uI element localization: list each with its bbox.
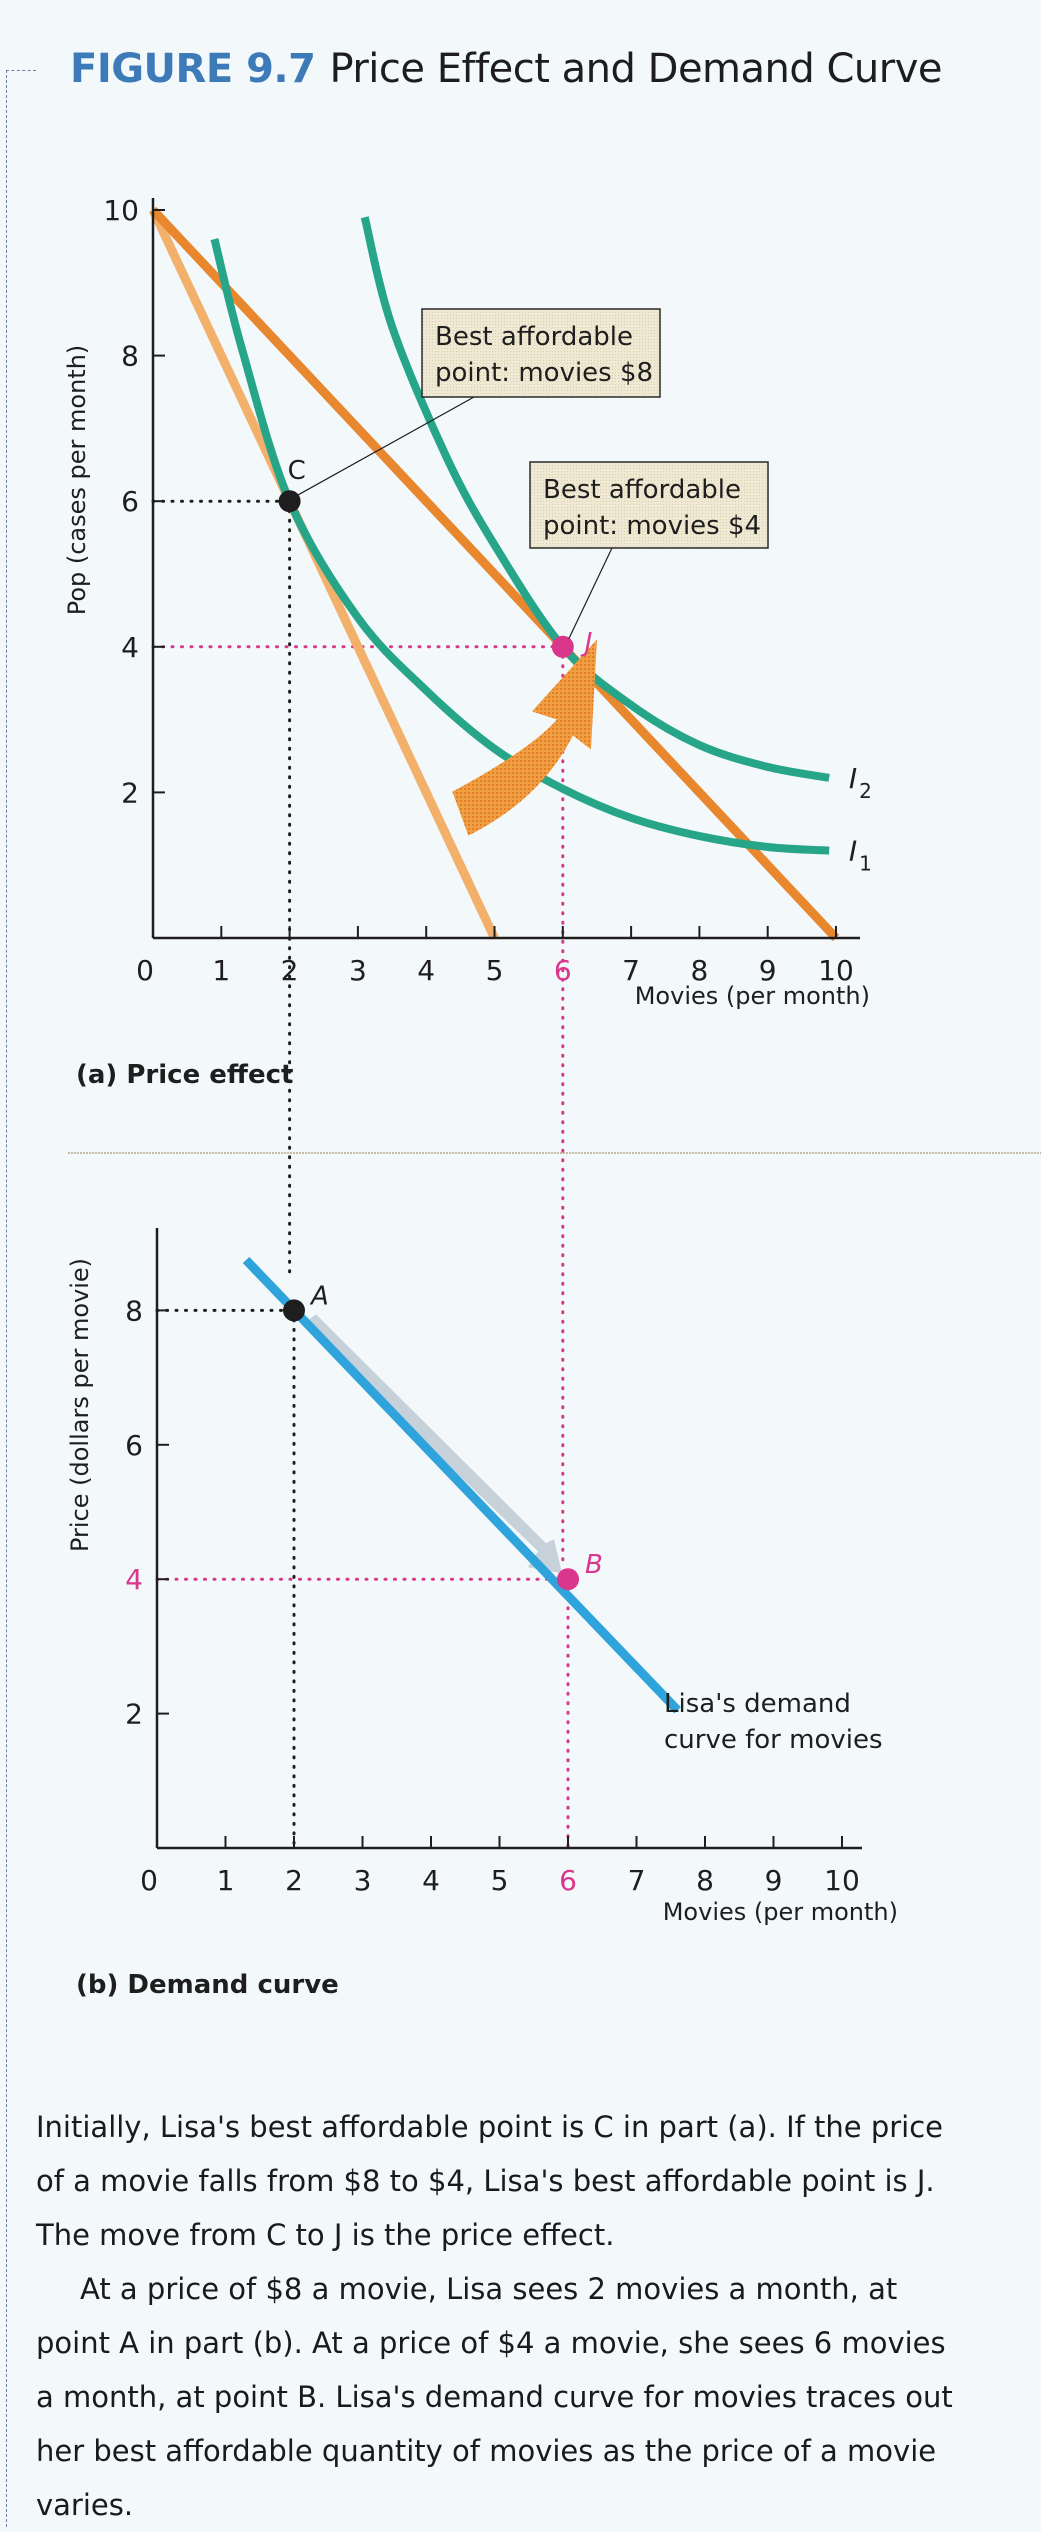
guide-lines [155, 1308, 570, 1850]
point-C [278, 490, 301, 513]
point-label-J: J [580, 628, 593, 658]
x-tick-label: 1 [212, 954, 230, 987]
point-label-C: C [288, 456, 306, 486]
callout-line-2: point: movies $4 [543, 511, 761, 541]
x-tick-label: 8 [696, 1864, 714, 1897]
panel-price-effect: I 2 I 1 C J 0 1 2 3 4 5 6 7 8 9 10 2 4 6 8 10 Best affordab… [63, 194, 872, 1562]
axes: 0 1 2 3 4 5 6 7 8 9 10 2 4 6 8 [125, 1228, 862, 1897]
indifference-curve-i1 [210, 238, 830, 855]
x-tick-label: 8 [690, 954, 708, 987]
x-tick-label: 1 [217, 1864, 235, 1897]
callout-box [529, 461, 769, 549]
panel-label: (b) Demand curve [76, 1970, 339, 2000]
x-tick-label: 6 [559, 1864, 577, 1897]
demand-curve-line [242, 1256, 681, 1714]
callout-line-1: Best affordable [543, 475, 741, 505]
points-group: AB [283, 1281, 603, 1591]
figure-border-left [6, 70, 7, 2527]
point-label-B: B [585, 1550, 603, 1580]
x-tick-label: 5 [486, 954, 504, 987]
y-tick-label: 4 [121, 631, 139, 664]
arrow-shape [452, 639, 597, 836]
point-B [557, 1568, 579, 1591]
point-A [283, 1299, 305, 1322]
y-tick-label: 10 [103, 194, 139, 227]
x-tick-label: 3 [349, 954, 367, 987]
indifference-curve-i2 [360, 216, 830, 782]
panel-label: (a) Price effect [76, 1060, 293, 1090]
callout-leader-line [568, 547, 613, 640]
callout-line-1: Best affordable [435, 322, 633, 352]
y-axis-title: Pop (cases per month) [63, 345, 91, 616]
demand-curve-label-line2: curve for movies [664, 1725, 883, 1755]
y-tick-label: 8 [125, 1294, 143, 1327]
x-tick-label: 9 [765, 1864, 783, 1897]
x-axis-title: Movies (per month) [635, 982, 870, 1010]
x-tick-label: 7 [622, 954, 640, 987]
x-tick-label: 9 [759, 954, 777, 987]
series-group: I 2 I 1 [148, 206, 872, 942]
callout-leader-line [297, 396, 475, 496]
x-tick-label: 4 [417, 954, 435, 987]
point-label-A: A [309, 1281, 329, 1311]
x-tick-label: 0 [140, 1864, 158, 1897]
callout-movies-4: Best affordable point: movies $4 [529, 461, 769, 640]
figure-name: Price Effect and Demand Curve [329, 46, 942, 92]
caption-paragraph-2: At a price of $8 a movie, Lisa sees 2 mo… [36, 2272, 953, 2522]
figure-title: FIGURE 9.7 Price Effect and Demand Curve [70, 46, 942, 92]
x-tick-label: 10 [818, 954, 854, 987]
y-axis-title: Price (dollars per movie) [66, 1258, 94, 1552]
movement-arrow [302, 1314, 562, 1574]
caption-paragraph-1: Initially, Lisa's best affordable point … [36, 2110, 944, 2252]
y-tick-label: 4 [125, 1563, 143, 1596]
y-tick-label: 2 [125, 1698, 143, 1731]
x-tick-label: 10 [824, 1864, 860, 1897]
y-tick-label: 2 [121, 776, 139, 809]
budget-line-movies-4 [149, 206, 840, 942]
guide-lines [151, 499, 565, 1562]
x-tick-label: 3 [354, 1864, 372, 1897]
y-tick-label: 6 [125, 1429, 143, 1462]
point-J [551, 635, 574, 658]
x-tick-label: 4 [422, 1864, 440, 1897]
figure-caption: Initially, Lisa's best affordable point … [36, 2100, 966, 2532]
axes: 0 1 2 3 4 5 6 7 8 9 10 2 4 6 8 10 [103, 194, 860, 987]
x-tick-label: 2 [285, 1864, 303, 1897]
figure-number: FIGURE 9.7 [70, 46, 316, 92]
demand-curve-label-line1: Lisa's demand [664, 1689, 851, 1719]
x-tick-label: 0 [136, 954, 154, 987]
y-tick-label: 8 [121, 340, 139, 373]
x-axis-title: Movies (per month) [663, 1898, 898, 1926]
figure-border-top [6, 70, 36, 71]
callout-line-2: point: movies $8 [435, 358, 653, 388]
x-tick-label: 6 [554, 954, 572, 987]
callout-movies-8: Best affordable point: movies $8 [297, 308, 661, 496]
price-effect-arrow [452, 639, 597, 836]
x-tick-label: 5 [491, 1864, 509, 1897]
x-tick-label: 2 [281, 954, 299, 987]
x-tick-label: 7 [628, 1864, 646, 1897]
series-group [242, 1256, 681, 1714]
callout-box [421, 308, 661, 398]
y-tick-label: 6 [121, 485, 139, 518]
